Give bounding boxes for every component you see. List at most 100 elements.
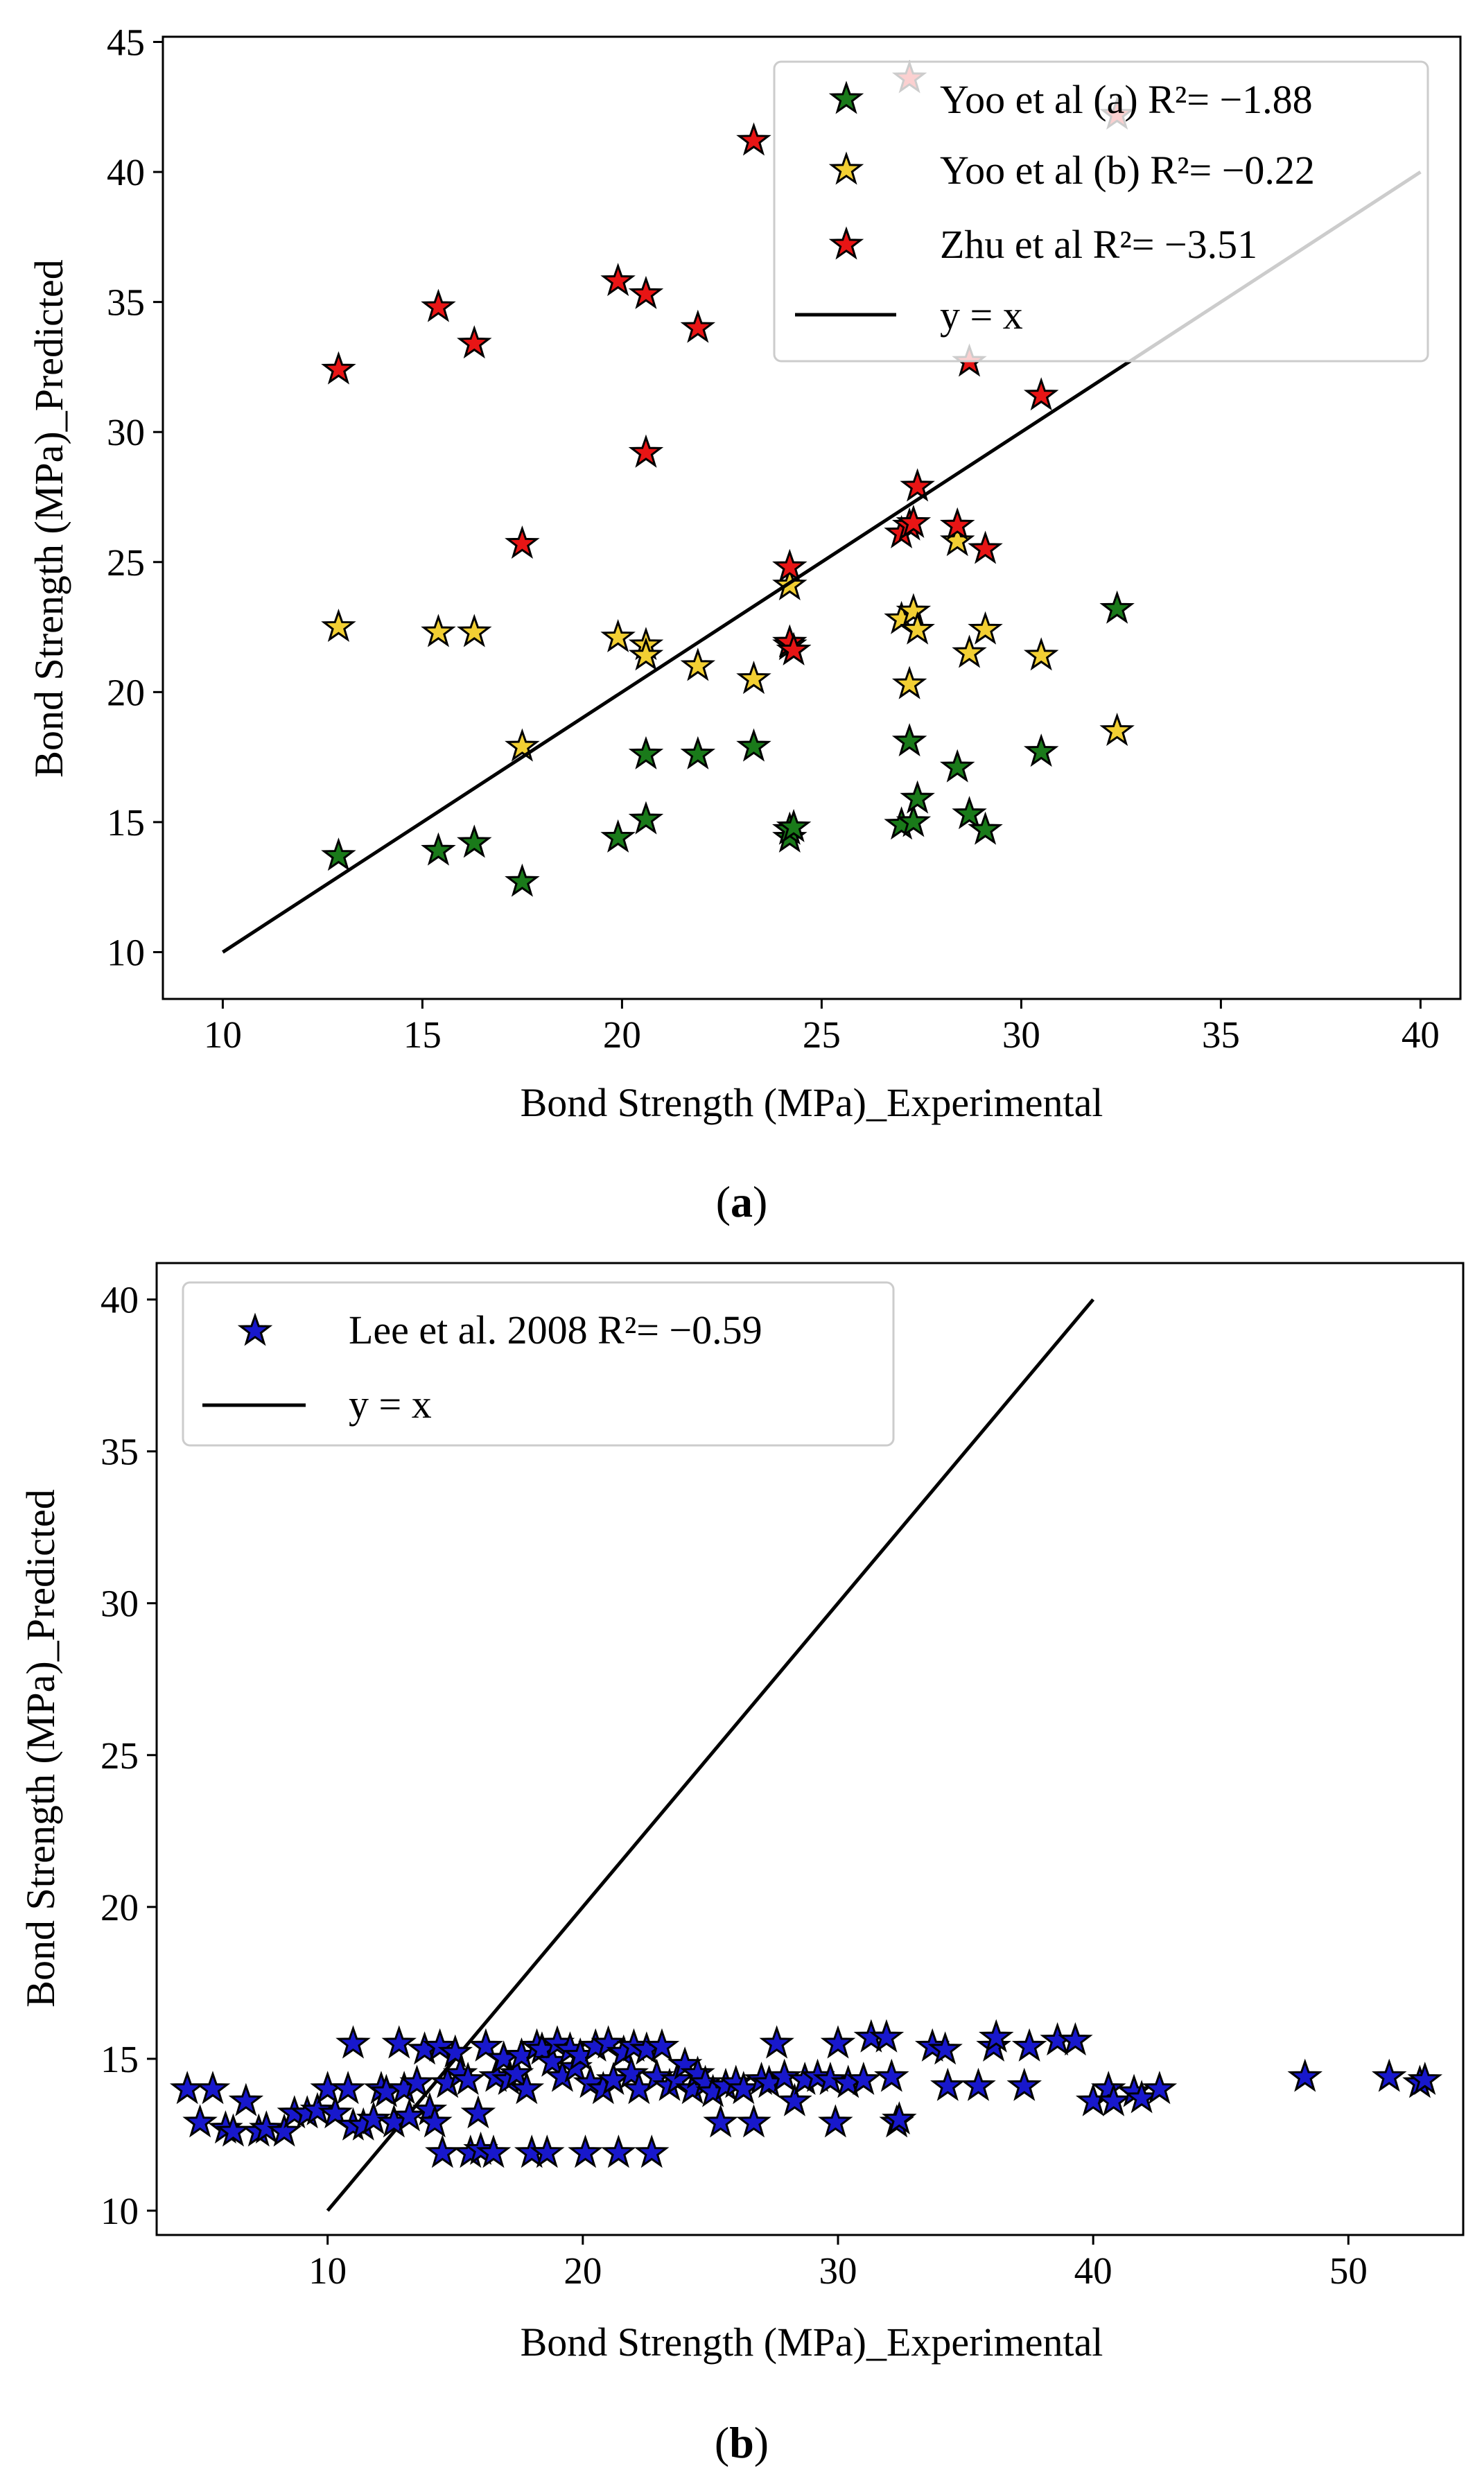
legend-label-yoo-a: Yoo et al (a) R²= −1.88	[940, 77, 1313, 122]
panel-a-point-series-0	[458, 826, 490, 857]
panel-b: 10 20 30 40 50 10 15 20 25 30 35 40 Bond Strength …	[18, 1262, 1465, 2467]
panel-a-y-tick-label: 10	[107, 931, 145, 973]
panel-a-point-series-2	[323, 353, 354, 383]
panel-a-point-series-0	[902, 782, 934, 812]
panel-b-y-tick-label: 30	[101, 1583, 139, 1625]
panel-b-point-series-0	[822, 2027, 854, 2058]
panel-b-point-series-0	[963, 2069, 994, 2100]
panel-a-x-tick-label: 40	[1402, 1014, 1440, 1056]
panel-b-point-series-0	[462, 2097, 494, 2128]
panel-a-point-series-0	[323, 840, 354, 869]
panel-b-point-series-0	[426, 2137, 458, 2167]
panel-b-y-ticks: 10 15 20 25 30 35 40	[101, 1279, 157, 2232]
panel-a-y-tick-label: 25	[107, 541, 145, 584]
panel-a-point-series-0	[941, 751, 973, 781]
panel-a-point-series-2	[602, 265, 634, 295]
panel-a-y-axis-label: Bond Strength (MPa)_Predicted	[26, 259, 71, 777]
panel-a-point-series-2	[970, 532, 1001, 563]
panel-a-point-series-0	[954, 798, 985, 828]
panel-b-y-tick-label: 35	[101, 1431, 139, 1473]
panel-a-point-series-0	[602, 821, 634, 851]
panel-a-point-series-0	[1101, 592, 1133, 623]
panel-a-point-series-0	[893, 725, 925, 755]
panel-a-point-series-0	[423, 834, 454, 864]
panel-b-point-series-0	[184, 2106, 216, 2137]
panel-b-x-tick-label: 20	[564, 2250, 602, 2292]
panel-a-y-ticks: 10 15 20 25 30 35 40 45	[107, 21, 163, 973]
panel-b-x-tick-label: 50	[1329, 2250, 1368, 2292]
panel-a-x-ticks: 10 15 20 25 30 35 40	[204, 999, 1440, 1056]
panel-b-x-tick-label: 10	[308, 2250, 347, 2292]
panel-a-point-series-0	[507, 865, 538, 896]
panel-a-x-tick-label: 15	[403, 1014, 442, 1056]
panel-a-point-series-2	[682, 311, 714, 342]
panel-a-x-tick-label: 35	[1202, 1014, 1240, 1056]
panel-b-y-tick-label: 10	[101, 2190, 139, 2232]
panel-a-point-series-1	[507, 730, 538, 760]
panel-b-caption-letter: b	[729, 2418, 754, 2467]
panel-a-caption-letter: a	[731, 1177, 753, 1226]
panel-b-y-tick-label: 20	[101, 1886, 139, 1929]
panel-a-point-series-2	[1025, 379, 1057, 409]
panel-a-point-series-1	[738, 663, 769, 693]
legend-label-yoo-b: Yoo et al (b) R²= −0.22	[940, 148, 1315, 193]
panel-b-point-series-0	[932, 2069, 963, 2100]
panel-a-point-series-0	[630, 738, 662, 768]
panel-b-x-tick-label: 40	[1074, 2250, 1112, 2292]
panel-b-point-series-0	[602, 2137, 634, 2167]
panel-b-point-series-0	[738, 2106, 769, 2137]
panel-b-point-series-0	[171, 2073, 203, 2103]
panel-a-point-series-2	[423, 290, 454, 321]
panel-a-point-series-2	[630, 277, 662, 308]
panel-a-point-series-1	[1025, 639, 1057, 670]
panel-b-y-tick-label: 15	[101, 2038, 139, 2080]
panel-a-y-tick-label: 20	[107, 671, 145, 713]
panel-a-legend-box	[773, 60, 1429, 363]
panel-a-point-series-1	[602, 621, 634, 651]
panel-a-point-series-2	[507, 528, 538, 557]
panel-b-x-ticks: 10 20 30 40 50	[308, 2235, 1368, 2292]
panel-a-point-series-1	[970, 613, 1001, 643]
panel-b-point-series-0	[570, 2137, 601, 2167]
panel-b-caption: (b)	[715, 2418, 769, 2467]
panel-b-point-series-0	[1009, 2069, 1040, 2100]
panel-b-legend: Lee et al. 2008 R²= −0.59 y = x	[182, 1281, 895, 1447]
panel-a-legend: Yoo et al (a) R²= −1.88 Yoo et al (b) R²…	[773, 60, 1429, 363]
panel-a: 10 15 20 25 30 35 40 10 15 20 25 30 35 40 45 Bond Str…	[26, 21, 1462, 1226]
panel-b-point-series-0	[332, 2073, 364, 2103]
panel-a-point-series-1	[954, 636, 985, 667]
panel-a-caption: (a)	[716, 1177, 768, 1226]
panel-a-point-series-2	[738, 124, 769, 155]
panel-a-y-tick-label: 40	[107, 151, 145, 193]
panel-b-point-series-0	[761, 2027, 793, 2058]
panel-a-point-series-0	[682, 738, 714, 768]
panel-b-y-tick-label: 25	[101, 1734, 139, 1777]
legend-label-yx-a: y = x	[940, 293, 1023, 338]
panel-b-point-series-0	[230, 2085, 262, 2115]
panel-a-point-series-2	[458, 327, 490, 357]
panel-b-y-axis-label: Bond Strength (MPa)_Predicted	[18, 1489, 63, 2007]
panel-b-legend-box	[182, 1281, 895, 1447]
panel-a-point-series-0	[630, 803, 662, 833]
panel-a-point-series-0	[1025, 736, 1057, 765]
panel-a-point-series-2	[630, 436, 662, 467]
legend-label-zhu: Zhu et al R²= −3.51	[940, 222, 1257, 267]
panel-a-x-tick-label: 10	[204, 1014, 242, 1056]
panel-a-point-series-1	[458, 616, 490, 646]
panel-b-point-series-0	[636, 2137, 667, 2167]
panel-b-point-series-0	[338, 2027, 369, 2058]
panel-a-x-tick-label: 20	[603, 1014, 641, 1056]
panel-a-x-tick-label: 30	[1002, 1014, 1040, 1056]
panel-a-y-tick-label: 35	[107, 281, 145, 324]
panel-b-points	[171, 2021, 1441, 2167]
panel-b-x-tick-label: 30	[819, 2250, 857, 2292]
panel-b-point-series-0	[197, 2073, 229, 2103]
panel-a-y-tick-label: 30	[107, 411, 145, 453]
panel-b-point-series-0	[1289, 2060, 1321, 2091]
panel-b-point-series-0	[705, 2106, 737, 2137]
panel-a-point-series-1	[682, 650, 714, 680]
legend-label-yx-b: y = x	[349, 1382, 432, 1427]
panel-b-x-axis-label: Bond Strength (MPa)_Experimental	[521, 2320, 1103, 2365]
panel-b-point-series-0	[819, 2106, 851, 2137]
